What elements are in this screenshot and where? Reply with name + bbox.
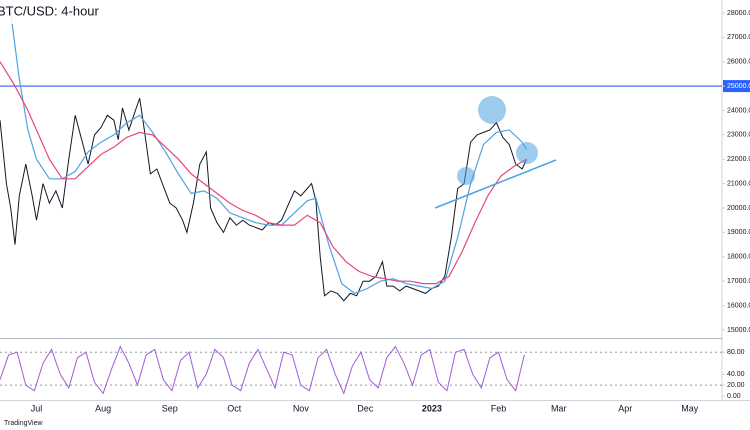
x-tick-label: Apr <box>618 403 632 413</box>
y-tick-label: 23000.00 <box>727 132 750 139</box>
title-background <box>0 0 150 24</box>
y-tick-label: 26000.00 <box>727 59 750 66</box>
chart-title: BTC/USD: 4-hour <box>0 3 100 18</box>
y-tick-label: 21000.00 <box>727 180 750 187</box>
x-tick-label: May <box>681 403 699 413</box>
x-tick-label: Aug <box>95 403 111 413</box>
x-tick-label: Dec <box>357 403 374 413</box>
price-label-background <box>723 80 750 93</box>
y-tick-label: 20.00 <box>727 382 745 389</box>
y-tick-label: 16000.00 <box>727 302 750 309</box>
y-tick-label: 18000.00 <box>727 254 750 261</box>
y-tick-label: 28000.00 <box>727 10 750 17</box>
y-tick-label: 24000.00 <box>727 107 750 114</box>
y-tick-label: 25000.00 <box>727 83 750 90</box>
x-tick-label: 2023 <box>422 403 442 413</box>
x-tick-label: Nov <box>293 403 310 413</box>
source: TradingView <box>4 420 43 427</box>
y-tick-label: 80.00 <box>727 349 745 356</box>
highlight-circle <box>516 142 538 164</box>
series-line <box>0 345 525 395</box>
y-tick-label: 0.00 <box>727 393 741 400</box>
y-tick-label: 15000.00 <box>727 327 750 334</box>
x-tick-label: Jul <box>31 403 43 413</box>
series-line <box>0 61 527 285</box>
highlight-circle <box>457 167 475 185</box>
y-tick-label: 19000.00 <box>727 229 750 236</box>
y-tick-label: 40.00 <box>727 371 745 378</box>
series-line <box>0 0 528 295</box>
plot-area <box>0 0 722 395</box>
y-tick-label: 17000.00 <box>727 278 750 285</box>
y-tick-label: 22000.00 <box>727 156 750 163</box>
x-tick-label: Oct <box>227 403 242 413</box>
x-tick-label: Mar <box>551 403 567 413</box>
y-tick-label: 20000.00 <box>727 205 750 212</box>
x-tick-label: Feb <box>491 403 507 413</box>
highlight-circle <box>478 96 506 124</box>
trend-line <box>434 159 557 209</box>
x-tick-label: Sep <box>162 403 178 413</box>
y-tick-label: 27000.00 <box>727 34 750 41</box>
